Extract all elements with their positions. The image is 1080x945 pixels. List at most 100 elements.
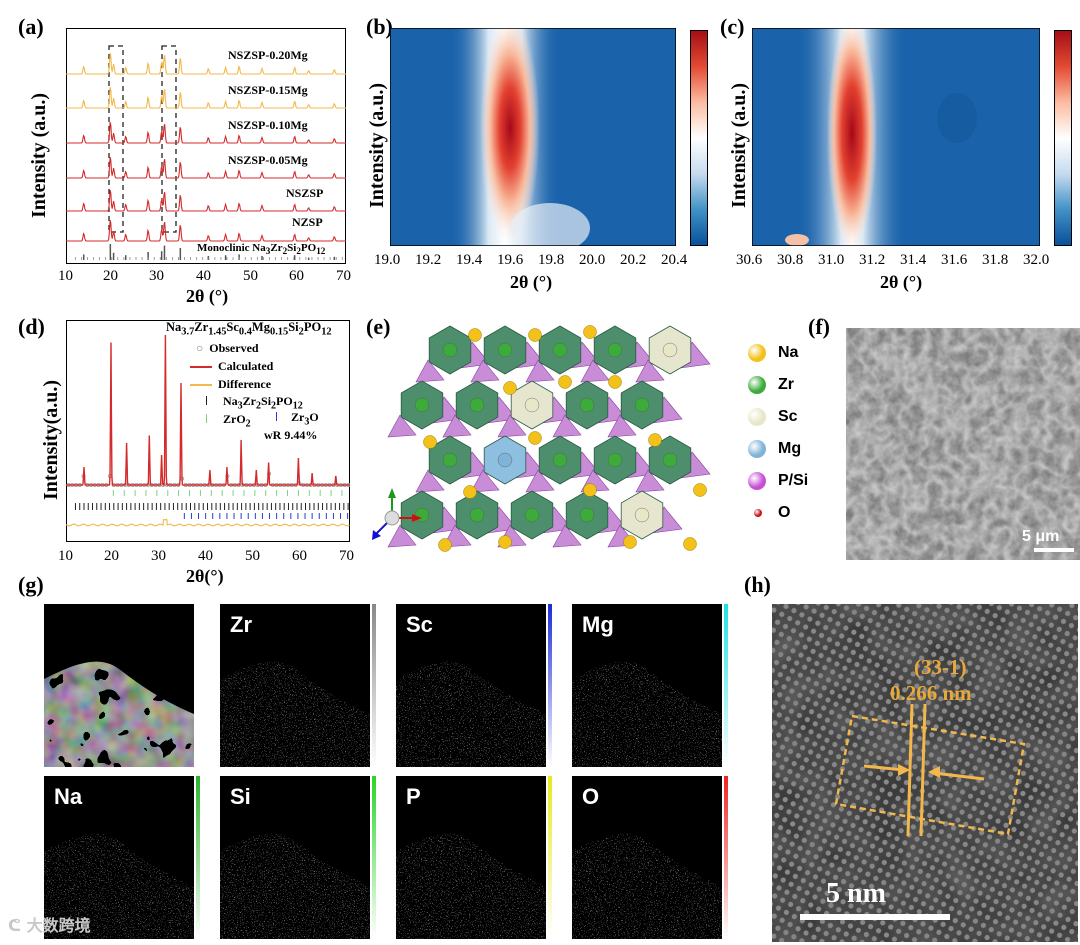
tetrahedron [635,359,665,383]
xtick: 50 [245,548,260,564]
atom-center [442,342,458,358]
xtick: 60 [292,548,307,564]
plane-index: (33-1) [914,655,967,679]
panel-c-xticks: 30.6 30.8 31.0 31.2 31.4 31.6 31.8 32.0 [736,252,1056,272]
legend-label: Na [778,344,799,361]
na-atom [623,535,637,549]
sample-label: NSZSP-0.15Mg [228,83,308,97]
panel-g: Zr Sc Mg Na Si P O [44,604,744,944]
arrow-left-head [898,764,910,776]
panel-d-plot [66,334,350,527]
difference-line [66,518,350,527]
eds-map-na: Na [44,776,194,939]
atom-center [524,397,540,413]
hrtem-scalebar [800,914,950,920]
panel-label-e: (e) [366,314,391,339]
atom-center [442,452,458,468]
crystal-lattice [387,325,711,552]
xrd-line [66,156,346,179]
na-atom [423,435,437,449]
xrd-line [66,121,346,144]
eds-map-zr: Zr [220,604,370,767]
hrtem-image [772,604,1078,942]
d-spacing: 0.266 nm [890,681,972,705]
sample-label: NSZSP-0.20Mg [228,48,308,62]
arrow-right [933,771,985,781]
na-atom [648,433,662,447]
xtick: 31.8 [982,252,1009,268]
legend-label: Mg [778,440,802,457]
sem-scalebar [1034,548,1074,552]
sem-image [846,328,1080,560]
panel-d-xlabel: 2θ(°) [186,566,224,586]
xtick: 20 [103,268,118,284]
atom-center [469,397,485,413]
eds-label: Sc [406,612,433,637]
atom-center [662,452,678,468]
sem-scalebar-label: 5 μm [1022,528,1060,545]
sample-label: NSZSP [286,186,324,200]
eds-map-electron [44,604,194,767]
legend-swatch [748,472,766,490]
atom-center [607,452,623,468]
panel-b-xlabel: 2θ (°) [510,272,553,292]
panel-d-ylabel: Intensity(a.u.) [40,379,62,500]
legend-phase2: ZrO2 [206,412,251,429]
na-atom [528,431,542,445]
intensity-strip [196,776,200,939]
panel-a-plot [66,45,346,260]
tetrahedron [387,414,417,438]
legend-swatch [748,408,766,426]
arrow-left [863,764,905,772]
tetrahedron [580,359,610,383]
legend-item-o: O [748,504,828,530]
panel-b-xticks: 19.0 19.2 19.4 19.6 19.8 20.0 20.2 20.4 [374,252,694,272]
xtick: 60 [289,268,304,284]
arrow-right-head [928,766,940,778]
axis-arrow-x-head [412,514,422,522]
atom-center [579,507,595,523]
panel-label-f: (f) [808,314,830,339]
xtick: 31.4 [900,252,927,268]
panel-d-xticks: 10 20 30 40 50 60 70 [58,548,366,568]
legend-text: Observed [209,341,259,355]
reference-label: Monoclinic Na3Zr2Si2PO12 [197,242,326,257]
atom-center [414,397,430,413]
panel-c-heatmap [752,28,1040,246]
colorbar [1054,30,1072,246]
tetrahedron [442,414,472,438]
legend-phase1: Na3Zr2Si2PO12 [206,394,303,411]
eds-map-o: O [572,776,722,939]
crystal-structure [372,325,711,552]
xrd-line [66,219,346,242]
xrd-line [66,189,346,212]
xtick: 30 [151,548,166,564]
lattice-box [834,714,1026,836]
atom-center [579,397,595,413]
atom-center [607,342,623,358]
tetrahedron [552,524,582,548]
legend-label: P/Si [778,472,809,489]
legend-label: O [778,504,791,521]
xtick: 40 [196,268,211,284]
na-atom [438,538,452,552]
atom-center [662,342,678,358]
xtick: 20.4 [661,252,688,268]
tetrahedron [525,359,555,383]
intensity-strip [548,776,552,939]
panel-label-a: (a) [18,14,44,39]
colorbar [690,30,708,246]
na-atom [498,535,512,549]
axis-origin [384,510,400,526]
xtick: 70 [339,548,354,564]
panel-c-xlabel: 2θ (°) [880,272,923,292]
tetrahedron [607,414,637,438]
legend-swatch [748,376,766,394]
legend-item-sc: Sc [748,408,828,434]
dashed-box-31deg [161,45,177,233]
xtick: 31.0 [818,252,845,268]
eds-label: P [406,784,421,809]
legend-observed: ○ Observed [196,341,259,355]
tetrahedron [525,469,555,493]
legend-text: Calculated [218,359,274,373]
